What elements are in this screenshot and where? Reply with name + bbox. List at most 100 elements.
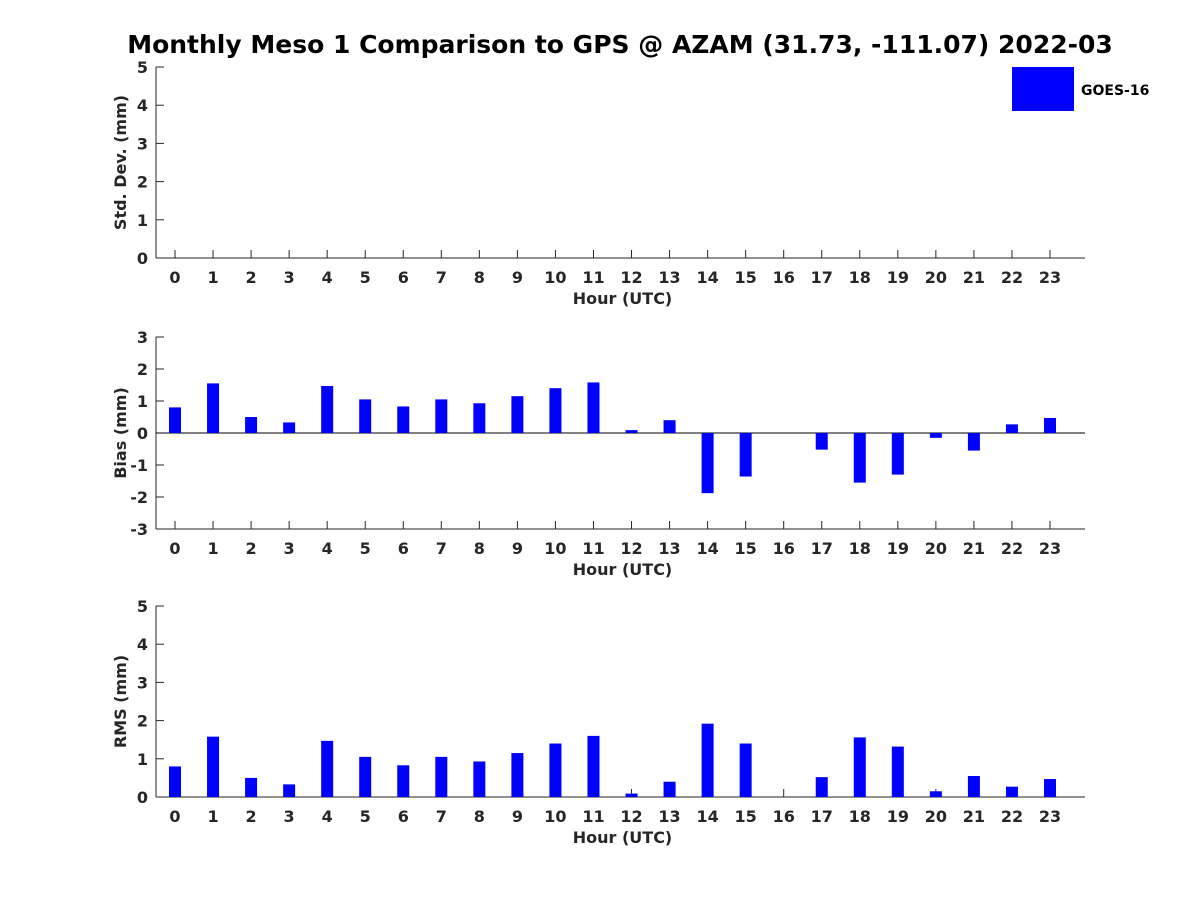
- y-tick-label: 2: [137, 360, 148, 379]
- x-tick-label: 20: [925, 807, 947, 826]
- y-tick-label: 1: [137, 750, 148, 769]
- y-tick-label: 2: [137, 712, 148, 731]
- x-tick-label: 21: [963, 539, 985, 558]
- x-tick-label: 11: [582, 807, 604, 826]
- y-tick-label: 3: [137, 328, 148, 347]
- x-tick-label: 16: [773, 807, 795, 826]
- x-tick-label: 16: [773, 268, 795, 287]
- bar: [359, 399, 372, 433]
- y-tick-label: 1: [137, 211, 148, 230]
- bar: [435, 756, 448, 797]
- bar: [245, 777, 258, 797]
- x-tick-label: 14: [696, 268, 718, 287]
- bar: [549, 743, 562, 797]
- x-tick-label: 6: [398, 539, 409, 558]
- bar: [967, 775, 980, 797]
- x-tick-label: 8: [474, 268, 485, 287]
- x-tick-label: 12: [620, 268, 642, 287]
- x-tick-label: 23: [1039, 807, 1061, 826]
- x-tick-label: 1: [207, 268, 218, 287]
- x-tick-label: 22: [1001, 268, 1023, 287]
- x-tick-label: 18: [849, 539, 871, 558]
- x-tick-label: 4: [322, 807, 333, 826]
- x-tick-label: 23: [1039, 539, 1061, 558]
- x-tick-label: 20: [925, 268, 947, 287]
- x-tick-label: 16: [773, 539, 795, 558]
- bar: [663, 781, 676, 797]
- x-tick-label: 1: [207, 539, 218, 558]
- x-tick-label: 1: [207, 807, 218, 826]
- x-tick-label: 13: [658, 268, 680, 287]
- bar: [891, 746, 904, 797]
- bar: [511, 396, 524, 433]
- bar: [549, 388, 562, 433]
- bar: [207, 383, 220, 433]
- bar: [473, 761, 486, 797]
- x-axis-label: Hour (UTC): [573, 560, 673, 579]
- x-tick-label: 17: [811, 539, 833, 558]
- legend-label: GOES-16: [1081, 83, 1149, 99]
- x-tick-label: 21: [963, 807, 985, 826]
- x-tick-label: 7: [436, 539, 447, 558]
- bar: [511, 753, 524, 797]
- x-tick-label: 4: [322, 268, 333, 287]
- bar: [701, 433, 714, 494]
- x-tick-label: 17: [811, 807, 833, 826]
- y-tick-label: 3: [137, 673, 148, 692]
- x-tick-label: 2: [246, 807, 257, 826]
- bar: [169, 766, 181, 797]
- bar: [245, 417, 258, 433]
- bar: [853, 737, 866, 797]
- y-tick-label: 4: [137, 635, 148, 654]
- legend-swatch: [1012, 67, 1074, 111]
- bar: [891, 433, 904, 475]
- x-tick-label: 23: [1039, 268, 1061, 287]
- x-tick-label: 14: [696, 539, 718, 558]
- y-tick-label: -3: [130, 520, 148, 539]
- x-tick-label: 7: [436, 807, 447, 826]
- x-tick-label: 17: [811, 268, 833, 287]
- bar: [929, 791, 942, 797]
- bar: [283, 422, 296, 433]
- x-tick-label: 18: [849, 268, 871, 287]
- x-tick-label: 9: [512, 539, 523, 558]
- x-tick-label: 22: [1001, 807, 1023, 826]
- x-tick-label: 12: [620, 539, 642, 558]
- bar: [473, 403, 486, 433]
- x-tick-label: 12: [620, 807, 642, 826]
- x-tick-label: 8: [474, 807, 485, 826]
- x-tick-label: 10: [544, 539, 566, 558]
- bar: [587, 382, 600, 433]
- x-tick-label: 5: [360, 268, 371, 287]
- x-tick-label: 19: [887, 268, 909, 287]
- bar: [853, 433, 866, 483]
- y-tick-label: -1: [130, 456, 148, 475]
- y-axis-label: Bias (mm): [111, 387, 130, 479]
- y-tick-label: 2: [137, 173, 148, 192]
- bar: [815, 777, 828, 797]
- x-tick-label: 6: [398, 268, 409, 287]
- bar: [169, 407, 181, 433]
- x-tick-label: 0: [169, 807, 180, 826]
- x-tick-label: 20: [925, 539, 947, 558]
- x-tick-label: 5: [360, 807, 371, 826]
- x-tick-label: 3: [284, 539, 295, 558]
- y-tick-label: 0: [137, 249, 148, 268]
- x-tick-label: 2: [246, 268, 257, 287]
- bar: [739, 433, 752, 477]
- bar: [207, 736, 220, 797]
- bar: [587, 735, 600, 797]
- legend: GOES-16: [1012, 67, 1149, 111]
- x-tick-label: 22: [1001, 539, 1023, 558]
- bar: [929, 433, 942, 438]
- x-tick-label: 6: [398, 807, 409, 826]
- x-tick-label: 11: [582, 268, 604, 287]
- x-tick-label: 5: [360, 539, 371, 558]
- x-tick-label: 14: [696, 807, 718, 826]
- y-tick-label: 4: [137, 96, 148, 115]
- bar: [397, 765, 410, 797]
